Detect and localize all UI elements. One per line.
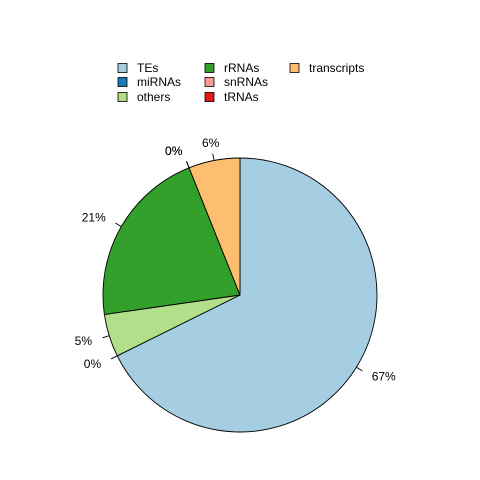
legend-swatch-trnas	[204, 92, 215, 102]
pie-label-mirnas: 0%	[84, 357, 102, 371]
pie-tick-tes	[356, 366, 363, 372]
pie-label-transcripts: 6%	[202, 136, 220, 150]
legend-label-rrnas: rRNAs	[224, 61, 259, 75]
pie-tick-mirnas	[110, 355, 118, 360]
pie-tick-rrnas	[115, 222, 122, 227]
legend-swatch-rrnas	[204, 63, 215, 73]
pie-label-others: 5%	[75, 334, 93, 348]
legend-swatch-transcripts	[289, 63, 300, 73]
pie-label-snrnas: 0%	[165, 144, 183, 158]
pie-slices	[102, 157, 378, 433]
pie-slice-rrnas	[102, 167, 241, 316]
legend-label-mirnas: miRNAs	[137, 75, 181, 89]
legend-label-snrnas: snRNAs	[224, 75, 268, 89]
legend-label-tes: TEs	[137, 61, 158, 75]
pie-tick-trnas	[186, 161, 190, 168]
legend-swatch-others	[117, 92, 128, 102]
pie-label-tes: 67%	[372, 370, 396, 384]
legend-label-transcripts: transcripts	[309, 61, 364, 75]
pie-tick-others	[102, 335, 110, 339]
legend-swatch-snrnas	[204, 77, 215, 87]
legend-swatch-mirnas	[117, 77, 128, 87]
pie-label-rrnas: 21%	[82, 211, 106, 225]
pie-tick-transcripts	[212, 153, 215, 161]
legend-label-others: others	[137, 90, 170, 104]
pie-percent-labels: 67%0%5%21%0%0%6%	[75, 136, 396, 384]
legend-label-trnas: tRNAs	[224, 90, 259, 104]
legend-swatch-tes	[117, 63, 128, 73]
pie-label-trnas: 0%	[165, 144, 183, 158]
